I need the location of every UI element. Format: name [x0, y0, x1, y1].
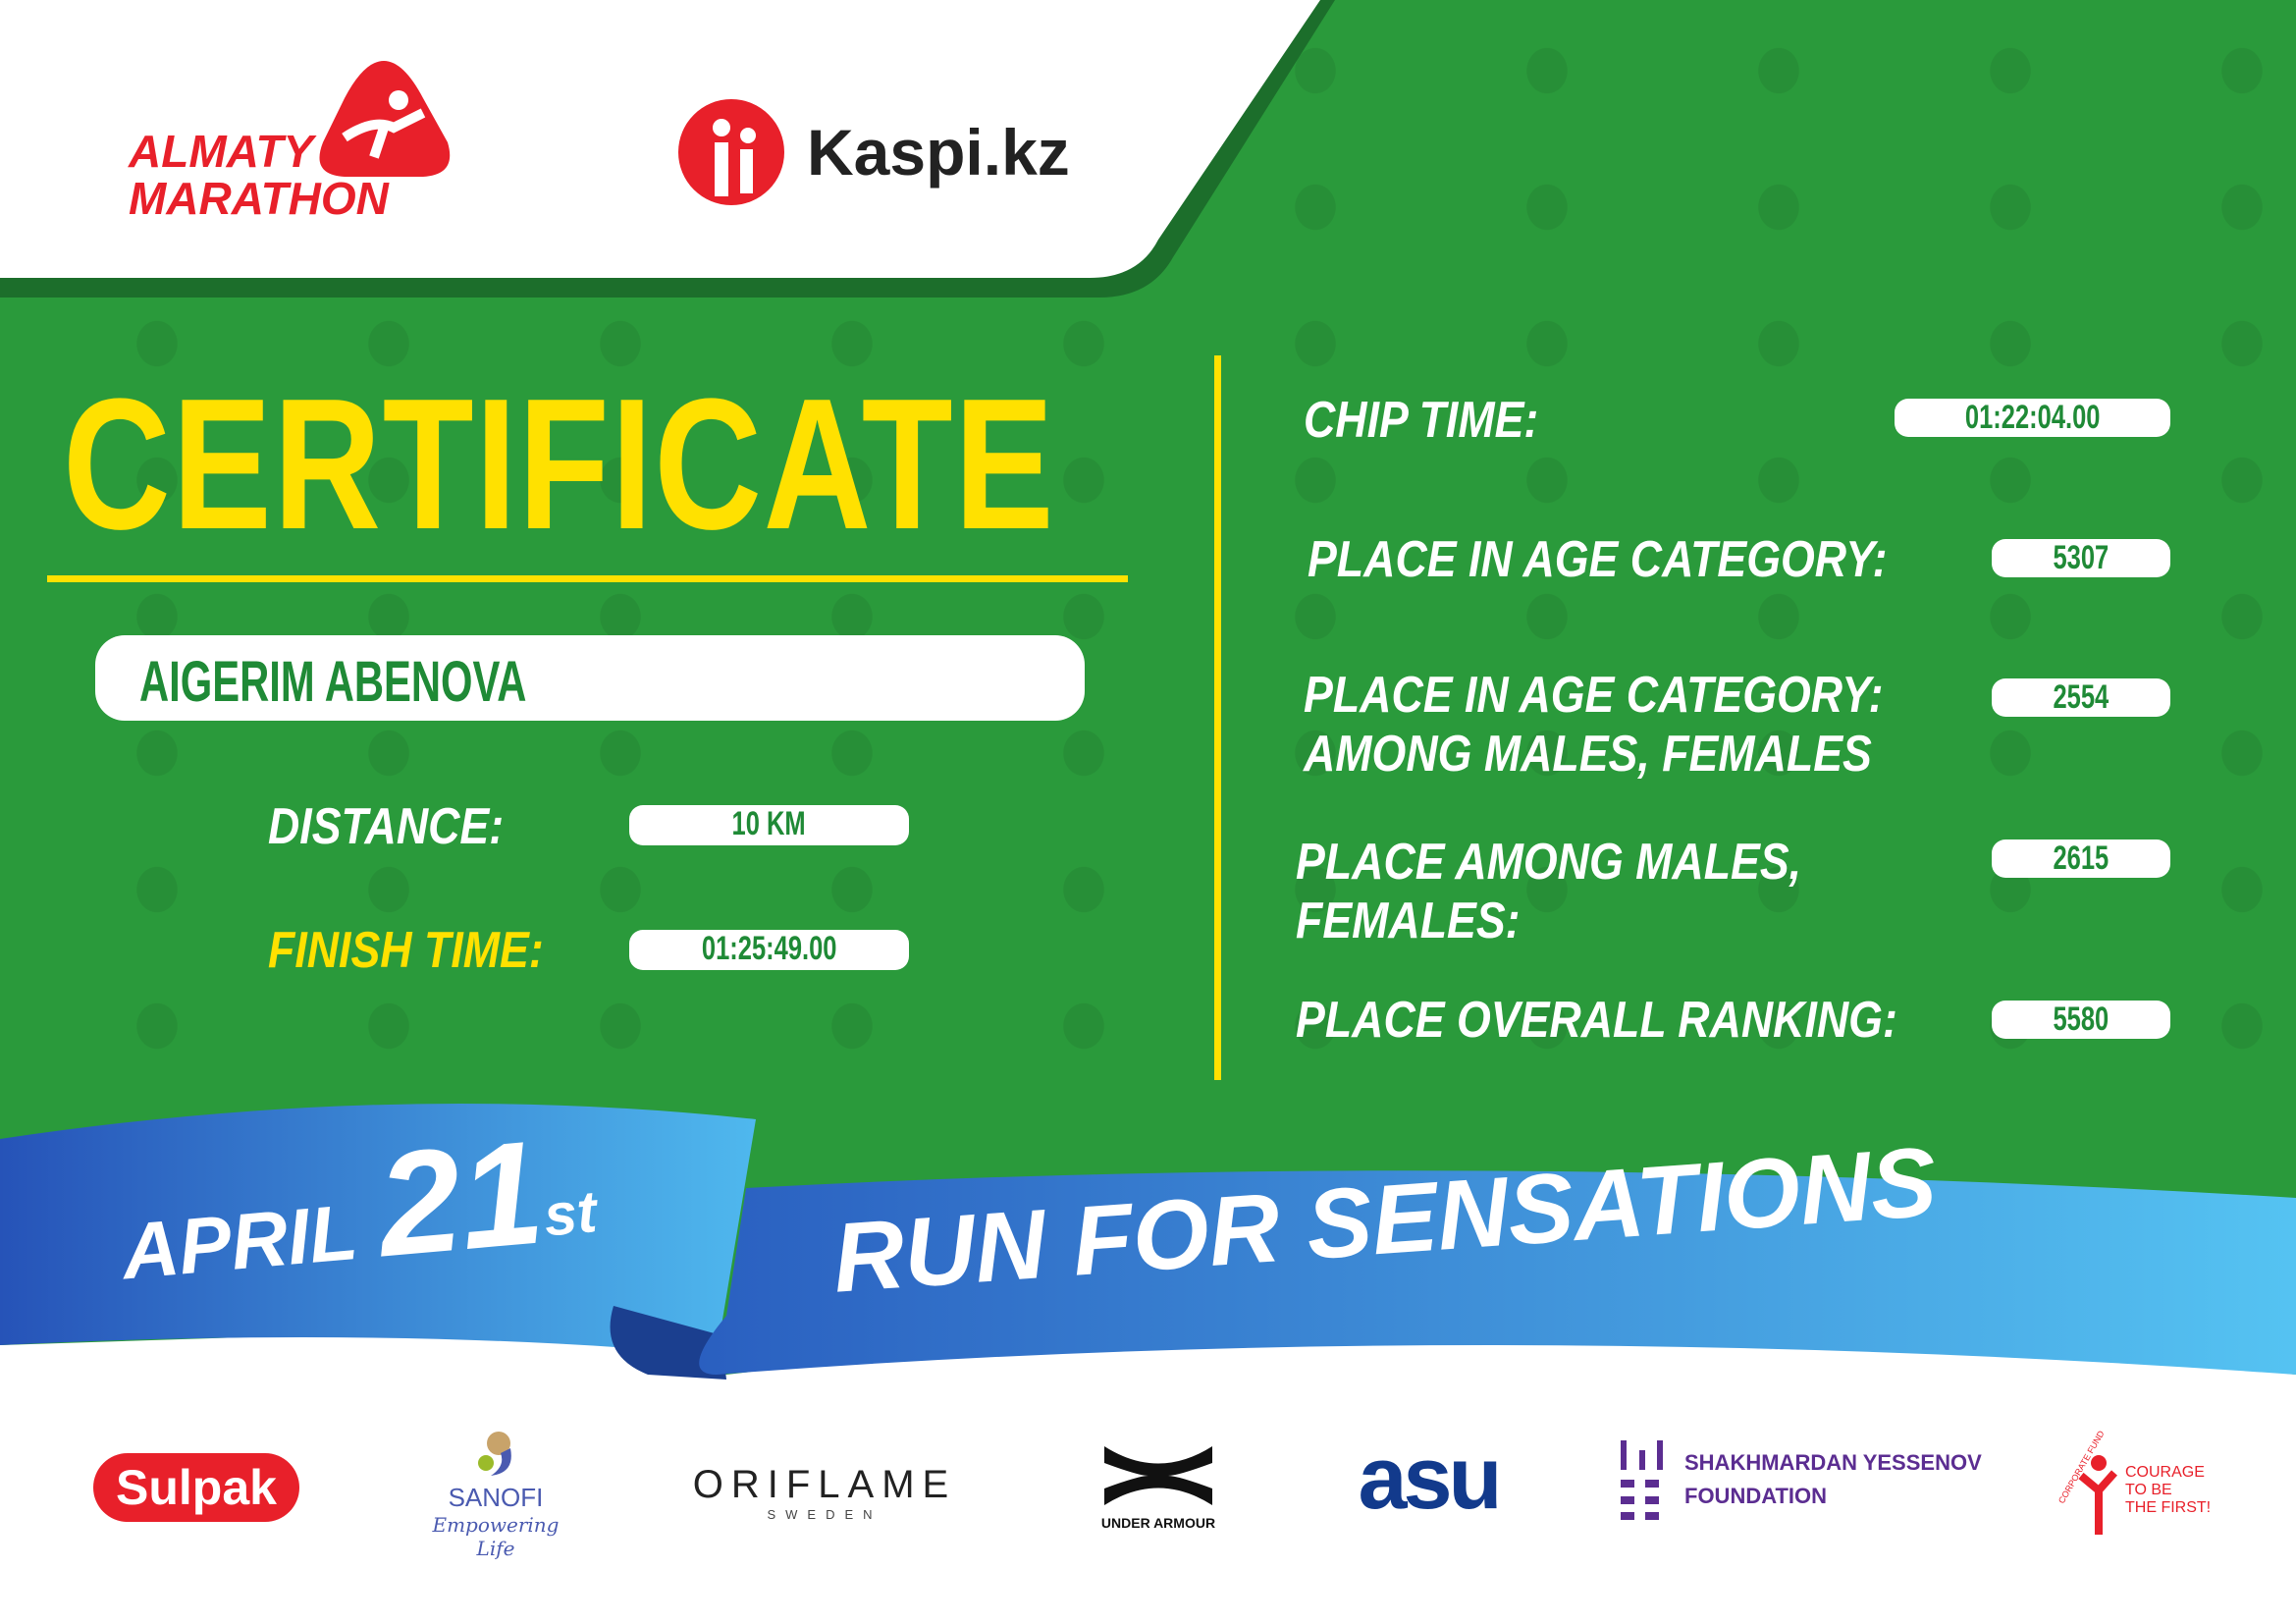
age-category-value: 5307: [1992, 539, 2170, 577]
chip-time-value: 01:22:04.00: [1895, 399, 2170, 437]
oriflame-text: ORIFLAME: [692, 1463, 957, 1506]
finish-time-text: 01:25:49.00: [701, 930, 837, 967]
oriflame-logo: ORIFLAME SWEDEN: [687, 1463, 962, 1522]
age-gender-value: 2554: [1992, 678, 2170, 717]
yessenov-bars-icon: [1621, 1440, 1663, 1520]
distance-label: DISTANCE:: [268, 798, 505, 855]
yessenov-text: SHAKHMARDAN YESSENOV FOUNDATION: [1684, 1446, 1982, 1513]
kaspi-logo: Kaspi.kz: [677, 98, 1070, 206]
event-logo-text: ALMATY MARATHON: [129, 128, 389, 222]
ribbon-banner: [0, 1080, 2296, 1624]
age-category-text: 5307: [2053, 539, 2109, 576]
age-category-label: PLACE IN AGE CATEGORY:: [1308, 531, 1888, 588]
almaty-marathon-logo: ALMATY MARATHON: [129, 59, 453, 231]
courage-fund-logo: CORPORATE FUND COURAGE TO BE THE FIRST!: [2056, 1429, 2211, 1540]
finish-time-label: FINISH TIME:: [268, 922, 544, 979]
yessenov-line2: FOUNDATION: [1684, 1484, 1828, 1508]
title-underline: [47, 575, 1128, 582]
runner-icon: [319, 61, 451, 177]
overall-value: 5580: [1992, 1001, 2170, 1039]
gender-value: 2615: [1992, 839, 2170, 878]
date-suffix: st: [541, 1178, 600, 1249]
age-gender-label-line2: AMONG MALES, FEMALES: [1304, 726, 1872, 783]
sulpak-logo: Sulpak: [93, 1453, 299, 1522]
logo-line-1: ALMATY: [129, 126, 314, 177]
courage-line2: TO BE: [2125, 1482, 2172, 1498]
under-armour-icon: [1104, 1446, 1212, 1505]
date-day: 21: [371, 1109, 550, 1288]
yessenov-line1: SHAKHMARDAN YESSENOV: [1684, 1450, 1982, 1475]
age-gender-text: 2554: [2053, 678, 2109, 716]
divider-line: [1214, 355, 1221, 1096]
asu-logo: asu: [1358, 1430, 1502, 1528]
date-month: APRIL: [118, 1187, 361, 1296]
oriflame-subtext: SWEDEN: [767, 1507, 882, 1522]
kaspi-text: Kaspi.kz: [807, 116, 1070, 189]
under-armour-logo: UNDER ARMOUR: [1075, 1441, 1242, 1531]
sanofi-tagline: Empowering Life: [432, 1513, 560, 1560]
logo-line-2: MARATHON: [129, 173, 389, 224]
gender-label-line2: FEMALES:: [1296, 893, 1521, 949]
sanofi-text: SANOFI: [448, 1483, 544, 1512]
chip-time-text: 01:22:04.00: [1964, 399, 2101, 436]
distance-text: 10 KM: [731, 805, 807, 842]
sanofi-logo: SANOFI Empowering Life: [412, 1429, 579, 1560]
distance-value: 10 KM: [629, 805, 909, 845]
overall-label: PLACE OVERALL RANKING:: [1296, 992, 1897, 1049]
header-panel: [0, 0, 1335, 298]
chip-time-label: CHIP TIME:: [1304, 392, 1539, 449]
certificate-title: CERTIFICATE: [63, 360, 1056, 568]
courage-line3: THE FIRST!: [2125, 1499, 2212, 1516]
yessenov-foundation-logo: SHAKHMARDAN YESSENOV FOUNDATION: [1618, 1435, 1982, 1524]
under-armour-text: UNDER ARMOUR: [1100, 1515, 1216, 1531]
runner-figure-icon: [2078, 1455, 2117, 1535]
kaspi-emblem-icon: [678, 99, 784, 205]
name-field: AIGERIM ABENOVA: [95, 635, 1085, 721]
age-gender-label-line1: PLACE IN AGE CATEGORY:: [1304, 667, 1884, 724]
sanofi-swirl-icon: [478, 1432, 511, 1476]
overall-text: 5580: [2053, 1001, 2109, 1038]
participant-name: AIGERIM ABENOVA: [139, 650, 527, 714]
courage-text: COURAGE TO BE THE FIRST!: [2125, 1464, 2211, 1517]
gender-label-line1: PLACE AMONG MALES,: [1296, 834, 1802, 891]
courage-line1: COURAGE: [2125, 1464, 2205, 1481]
courage-emblem: CORPORATE FUND: [2056, 1429, 2125, 1540]
finish-time-value: 01:25:49.00: [629, 930, 909, 970]
gender-text: 2615: [2053, 839, 2109, 877]
